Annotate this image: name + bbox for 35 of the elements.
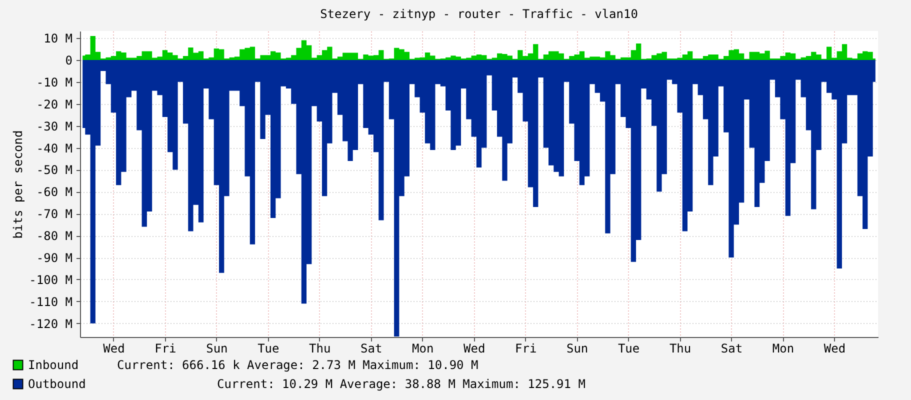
y-tick-label: -40 M [36,141,72,156]
y-tick-label: -120 M [29,316,72,331]
y-tick-label: -10 M [36,75,72,90]
y-tick-label: -90 M [36,251,72,266]
y-tick-label: 0 [65,53,72,68]
x-tick-label: Mon [412,342,434,356]
y-tick-label: -30 M [36,119,72,134]
y-tick-label: -20 M [36,97,72,112]
text: Current: 666.16 k Average: 2.73 M Maximum: 10.90 M [117,358,478,372]
x-tick-label: Fri [154,342,176,356]
x-tick-label: Mon [772,342,794,356]
x-tick-label: Sat [360,342,382,356]
x-tick-label: Wed [464,342,486,356]
y-tick-label: -60 M [36,185,72,200]
legend-label: Outbound [28,377,86,391]
y-tick-label: -50 M [36,163,72,178]
y-tick-label: -80 M [36,229,72,244]
x-tick-label: Wed [103,342,125,356]
text: Current: 10.29 M Average: 38.88 M Maximum: 125.91 M [217,377,586,391]
legend-label: Inbound [28,358,79,372]
x-tick-label: Thu [309,342,331,356]
x-tick-label: Sun [206,342,228,356]
x-tick-label: Thu [669,342,692,356]
y-tick-label: -110 M [29,294,72,309]
y-tick-label: -100 M [29,272,72,287]
y-tick-label: 10 M [44,32,72,46]
x-tick-label: Tue [618,342,640,356]
x-tick-label: Tue [258,342,280,356]
x-tick-label: Sat [720,342,743,356]
y-tick-label: -70 M [36,207,72,222]
y-axis-title: bits per second [11,130,26,239]
x-tick-label: Fri [514,342,537,356]
chart-title: Stezery - zitnyp - router - Traffic - vlan10 [320,7,638,21]
x-tick-label: Sun [566,342,588,356]
x-tick-label: Wed [824,342,846,356]
